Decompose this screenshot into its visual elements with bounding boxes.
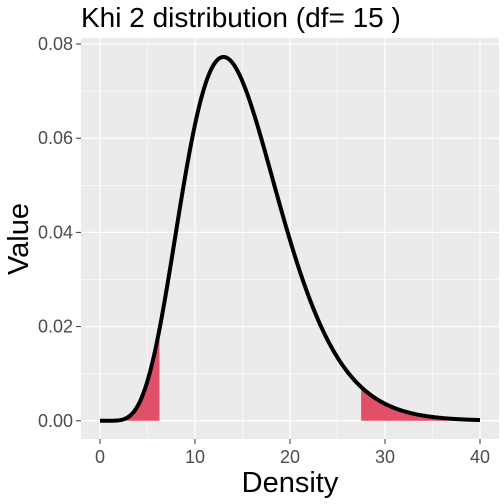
x-tick-label: 0	[95, 447, 105, 467]
y-tick-label: 0.02	[38, 317, 73, 337]
y-tick-label: 0.04	[38, 222, 73, 242]
y-tick-label: 0.08	[38, 34, 73, 54]
x-tick-label: 20	[280, 447, 300, 467]
x-axis-ticks: 0 10 20 30 40	[95, 439, 490, 467]
y-axis-ticks: 0.00 0.02 0.04 0.06 0.08	[38, 34, 81, 431]
y-axis-title: Value	[3, 203, 35, 275]
y-tick-label: 0.06	[38, 128, 73, 148]
shaded-tail-regions	[100, 329, 480, 421]
right-tail-region	[361, 387, 480, 421]
x-axis-title: Density	[242, 467, 339, 499]
x-tick-label: 30	[375, 447, 395, 467]
x-tick-label: 40	[470, 447, 490, 467]
density-curve	[98, 54, 482, 423]
chart-title: Khi 2 distribution (df= 15 )	[81, 2, 401, 33]
left-tail-region	[100, 329, 160, 421]
y-tick-label: 0.00	[38, 411, 73, 431]
x-tick-label: 10	[185, 447, 205, 467]
